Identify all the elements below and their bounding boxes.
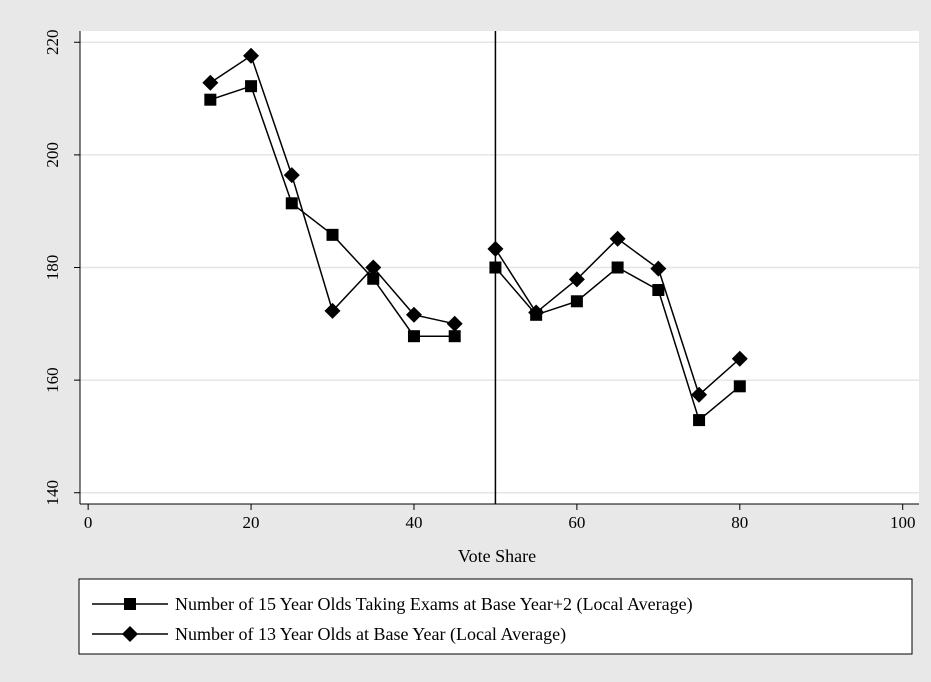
series-1-point-1-6 (407, 330, 420, 343)
x-tick-label-40: 40 (405, 513, 422, 532)
y-tick-label-220: 220 (43, 30, 62, 56)
y-tick-label-160: 160 (43, 367, 62, 393)
legend-box (78, 578, 913, 655)
series-1-point-2-7 (733, 380, 746, 393)
x-axis-title: Vote Share (458, 546, 536, 566)
series-2-point-1-6 (405, 306, 422, 323)
series-1-point-1-4 (326, 228, 339, 241)
series-1-point-1-1 (204, 93, 217, 106)
series-1-point-2-6 (693, 414, 706, 427)
x-tick-label-20: 20 (243, 513, 260, 532)
legend-label-2: Number of 13 Year Olds at Base Year (Loc… (175, 624, 566, 645)
series-2-point-1-1 (202, 74, 219, 91)
x-tick-label-0: 0 (84, 513, 93, 532)
y-tick-label-180: 180 (43, 255, 62, 281)
legend-label-1: Number of 15 Year Olds Taking Exams at B… (175, 594, 693, 615)
series-2-point-2-1 (487, 240, 504, 257)
legend-marker-1 (124, 598, 136, 610)
series-2-point-1-2 (243, 47, 260, 64)
y-tick-label-140: 140 (43, 480, 62, 506)
y-tick-label-200: 200 (43, 142, 62, 168)
legend: Number of 15 Year Olds Taking Exams at B… (78, 578, 913, 655)
x-tick-label-60: 60 (568, 513, 585, 532)
series-1-point-1-7 (448, 330, 461, 343)
series-2-point-1-7 (446, 315, 463, 332)
x-tick-label-80: 80 (731, 513, 748, 532)
series-2-point-2-5 (650, 260, 667, 277)
x-tick-label-100: 100 (890, 513, 916, 532)
series-2-point-2-2 (528, 304, 545, 321)
series-1-point-2-3 (570, 295, 583, 308)
series-2-point-1-5 (365, 259, 382, 276)
series-2-point-2-4 (609, 230, 626, 247)
series-1-point-1-3 (285, 197, 298, 210)
series-2-point-2-3 (568, 271, 585, 288)
legend-marker-2 (122, 626, 138, 642)
series-1-point-2-1 (489, 261, 502, 274)
series-1-point-1-2 (245, 80, 258, 93)
series-1-point-2-5 (652, 284, 665, 297)
series-2-point-1-3 (283, 167, 300, 184)
series-2 (202, 47, 748, 403)
axes: 140 160 180 200 220 0 20 40 60 80 100 (43, 30, 919, 532)
series-2-point-2-6 (691, 386, 708, 403)
series-1-point-2-4 (611, 261, 624, 274)
series-group (202, 47, 748, 427)
series-1-point-1-5 (367, 272, 380, 285)
series-2-point-2-7 (731, 350, 748, 367)
series-2-point-1-4 (324, 302, 341, 319)
